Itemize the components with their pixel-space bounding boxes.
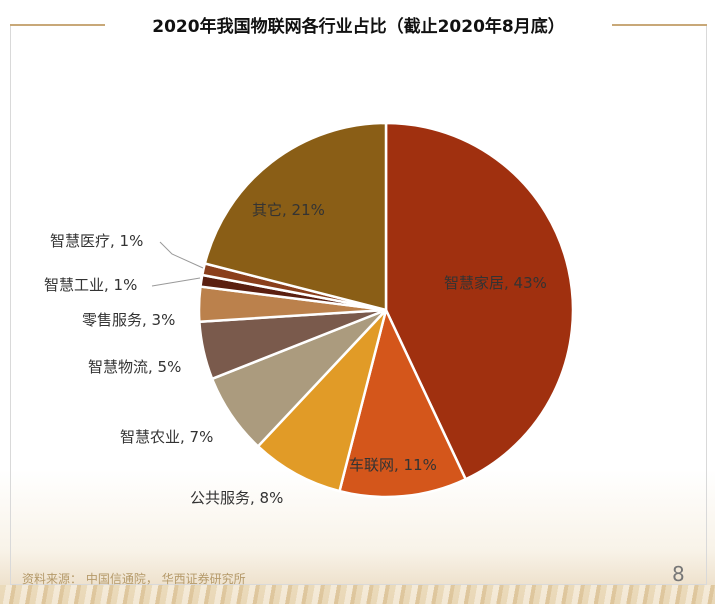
leader-line-8 — [159, 241, 204, 269]
slice-label-7: 智慧工业, 1% — [44, 276, 137, 294]
pie-slice-2 — [337, 306, 468, 499]
chart-frame — [10, 25, 707, 585]
title-rule-right — [612, 24, 707, 26]
slice-label-8: 智慧医疗, 1% — [50, 232, 143, 250]
slice-label-2: 车联网, 11% — [349, 456, 437, 474]
pie-slice-1 — [384, 121, 575, 481]
decorative-stripe — [0, 585, 715, 604]
title-bar: 2020年我国物联网各行业占比（截止2020年8月底） — [0, 0, 715, 40]
pie-slice-9 — [203, 121, 388, 312]
page-number: 8 — [672, 562, 685, 586]
slice-label-9: 其它, 21% — [252, 201, 325, 219]
slice-label-1: 智慧家居, 43% — [444, 274, 547, 292]
leader-line-7 — [151, 277, 201, 287]
slice-label-3: 公共服务, 8% — [190, 489, 283, 507]
source-note: 资料来源： 中国信通院， 华西证券研究所 — [22, 572, 246, 586]
slice-label-6: 零售服务, 3% — [82, 311, 175, 329]
slice-label-4: 智慧农业, 7% — [120, 428, 213, 446]
chart-title: 2020年我国物联网各行业占比（截止2020年8月底） — [152, 17, 565, 37]
slice-label-5: 智慧物流, 5% — [88, 358, 181, 376]
pie-slice-3 — [256, 309, 388, 493]
title-rule-left — [10, 24, 105, 26]
